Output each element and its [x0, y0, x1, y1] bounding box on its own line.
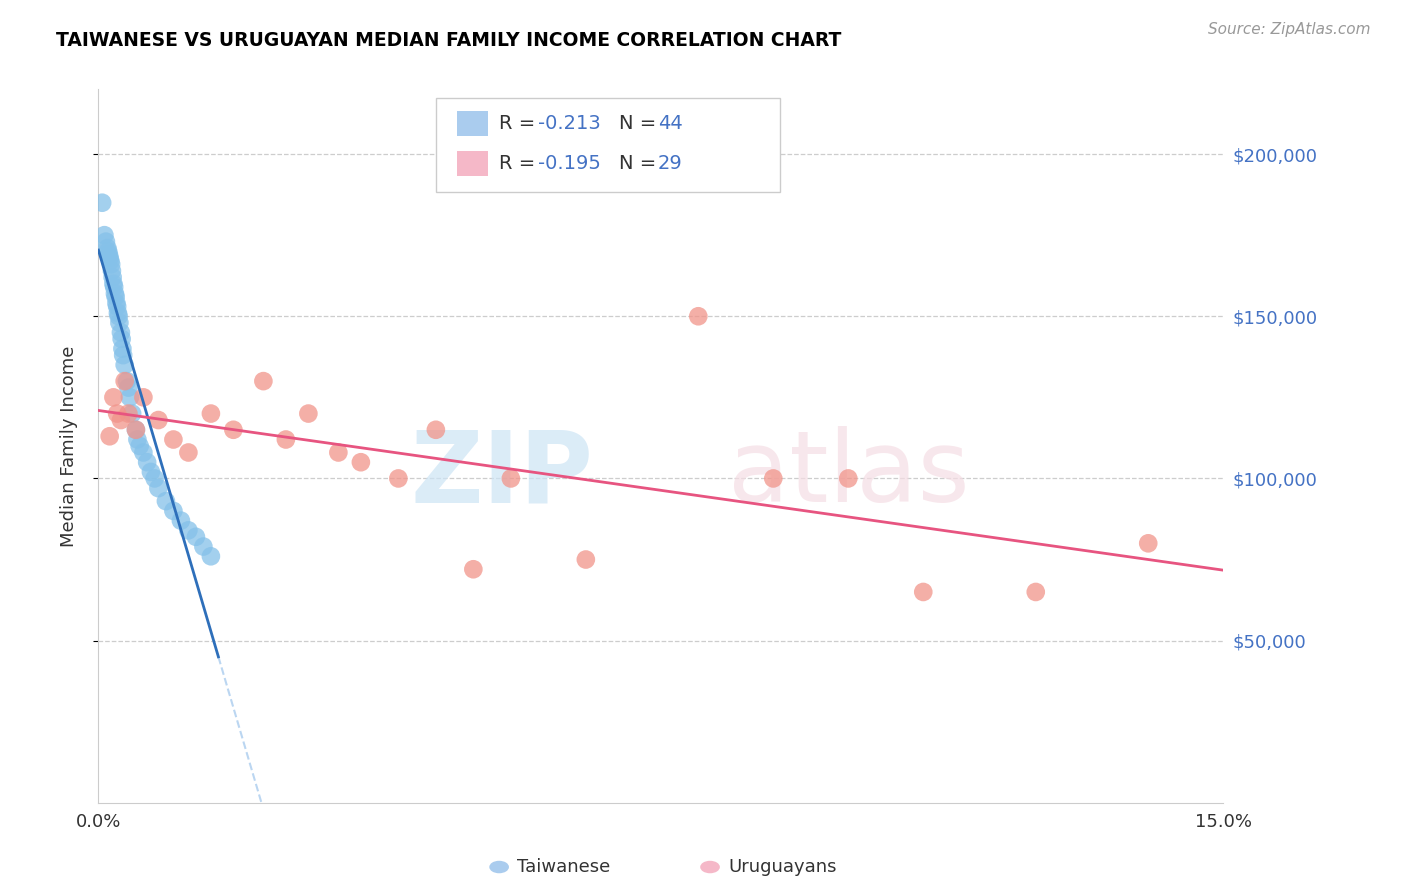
Text: -0.195: -0.195: [538, 153, 602, 173]
Point: [132, 390, 155, 404]
Point: [127, 433, 149, 447]
Point: [100, 254, 122, 268]
Point: [328, 445, 350, 459]
Point: [162, 504, 184, 518]
Point: [177, 524, 200, 538]
Text: Source: ZipAtlas.com: Source: ZipAtlas.com: [1208, 22, 1371, 37]
Point: [200, 549, 222, 564]
Point: [125, 423, 148, 437]
Point: [105, 407, 128, 421]
Text: N =: N =: [619, 114, 662, 134]
Point: [108, 316, 131, 330]
Point: [177, 445, 200, 459]
Point: [463, 562, 485, 576]
Point: [139, 465, 162, 479]
Point: [1137, 536, 1160, 550]
Point: [111, 342, 134, 356]
Point: [103, 280, 125, 294]
Point: [103, 277, 125, 291]
Point: [105, 300, 128, 314]
Point: [117, 381, 139, 395]
Point: [118, 390, 141, 404]
Point: [125, 423, 148, 437]
Point: [97, 247, 120, 261]
Point: [387, 471, 409, 485]
Text: 29: 29: [658, 153, 683, 173]
Point: [101, 264, 124, 278]
Point: [297, 407, 319, 421]
Point: [193, 540, 215, 554]
Point: [98, 429, 121, 443]
Point: [91, 195, 114, 210]
Point: [499, 471, 522, 485]
Point: [170, 514, 193, 528]
Point: [155, 494, 177, 508]
Point: [200, 407, 222, 421]
Point: [274, 433, 297, 447]
Point: [104, 286, 127, 301]
Point: [107, 306, 129, 320]
Point: [98, 251, 121, 265]
Point: [114, 358, 136, 372]
Point: [148, 413, 170, 427]
Point: [101, 270, 124, 285]
Point: [136, 455, 159, 469]
Point: [132, 445, 155, 459]
Point: [350, 455, 373, 469]
Point: [117, 407, 139, 421]
Point: [104, 290, 127, 304]
Point: [762, 471, 785, 485]
Point: [425, 423, 447, 437]
Text: ZIP: ZIP: [411, 426, 593, 523]
Text: N =: N =: [619, 153, 662, 173]
Text: -0.213: -0.213: [538, 114, 602, 134]
Text: Taiwanese: Taiwanese: [517, 858, 610, 876]
Point: [110, 326, 132, 340]
Point: [105, 296, 128, 310]
Point: [252, 374, 274, 388]
Point: [121, 407, 143, 421]
Point: [107, 310, 129, 324]
Point: [837, 471, 859, 485]
Point: [112, 348, 135, 362]
Point: [128, 439, 150, 453]
Point: [114, 374, 136, 388]
Point: [94, 235, 117, 249]
Point: [111, 332, 134, 346]
Point: [912, 585, 935, 599]
Text: TAIWANESE VS URUGUAYAN MEDIAN FAMILY INCOME CORRELATION CHART: TAIWANESE VS URUGUAYAN MEDIAN FAMILY INC…: [56, 31, 842, 50]
Point: [103, 390, 125, 404]
Text: 44: 44: [658, 114, 683, 134]
Point: [162, 433, 184, 447]
Point: [100, 257, 122, 271]
Point: [184, 530, 207, 544]
Point: [115, 374, 138, 388]
Y-axis label: Median Family Income: Median Family Income: [59, 345, 77, 547]
Point: [110, 413, 132, 427]
Point: [96, 241, 118, 255]
Point: [1025, 585, 1047, 599]
Point: [148, 481, 170, 495]
Point: [222, 423, 245, 437]
Text: atlas: atlas: [728, 426, 970, 523]
Point: [143, 471, 166, 485]
Text: R =: R =: [499, 153, 541, 173]
Text: Uruguayans: Uruguayans: [728, 858, 837, 876]
Point: [575, 552, 598, 566]
Point: [688, 310, 710, 324]
Text: R =: R =: [499, 114, 541, 134]
Point: [97, 244, 120, 259]
Point: [93, 228, 115, 243]
